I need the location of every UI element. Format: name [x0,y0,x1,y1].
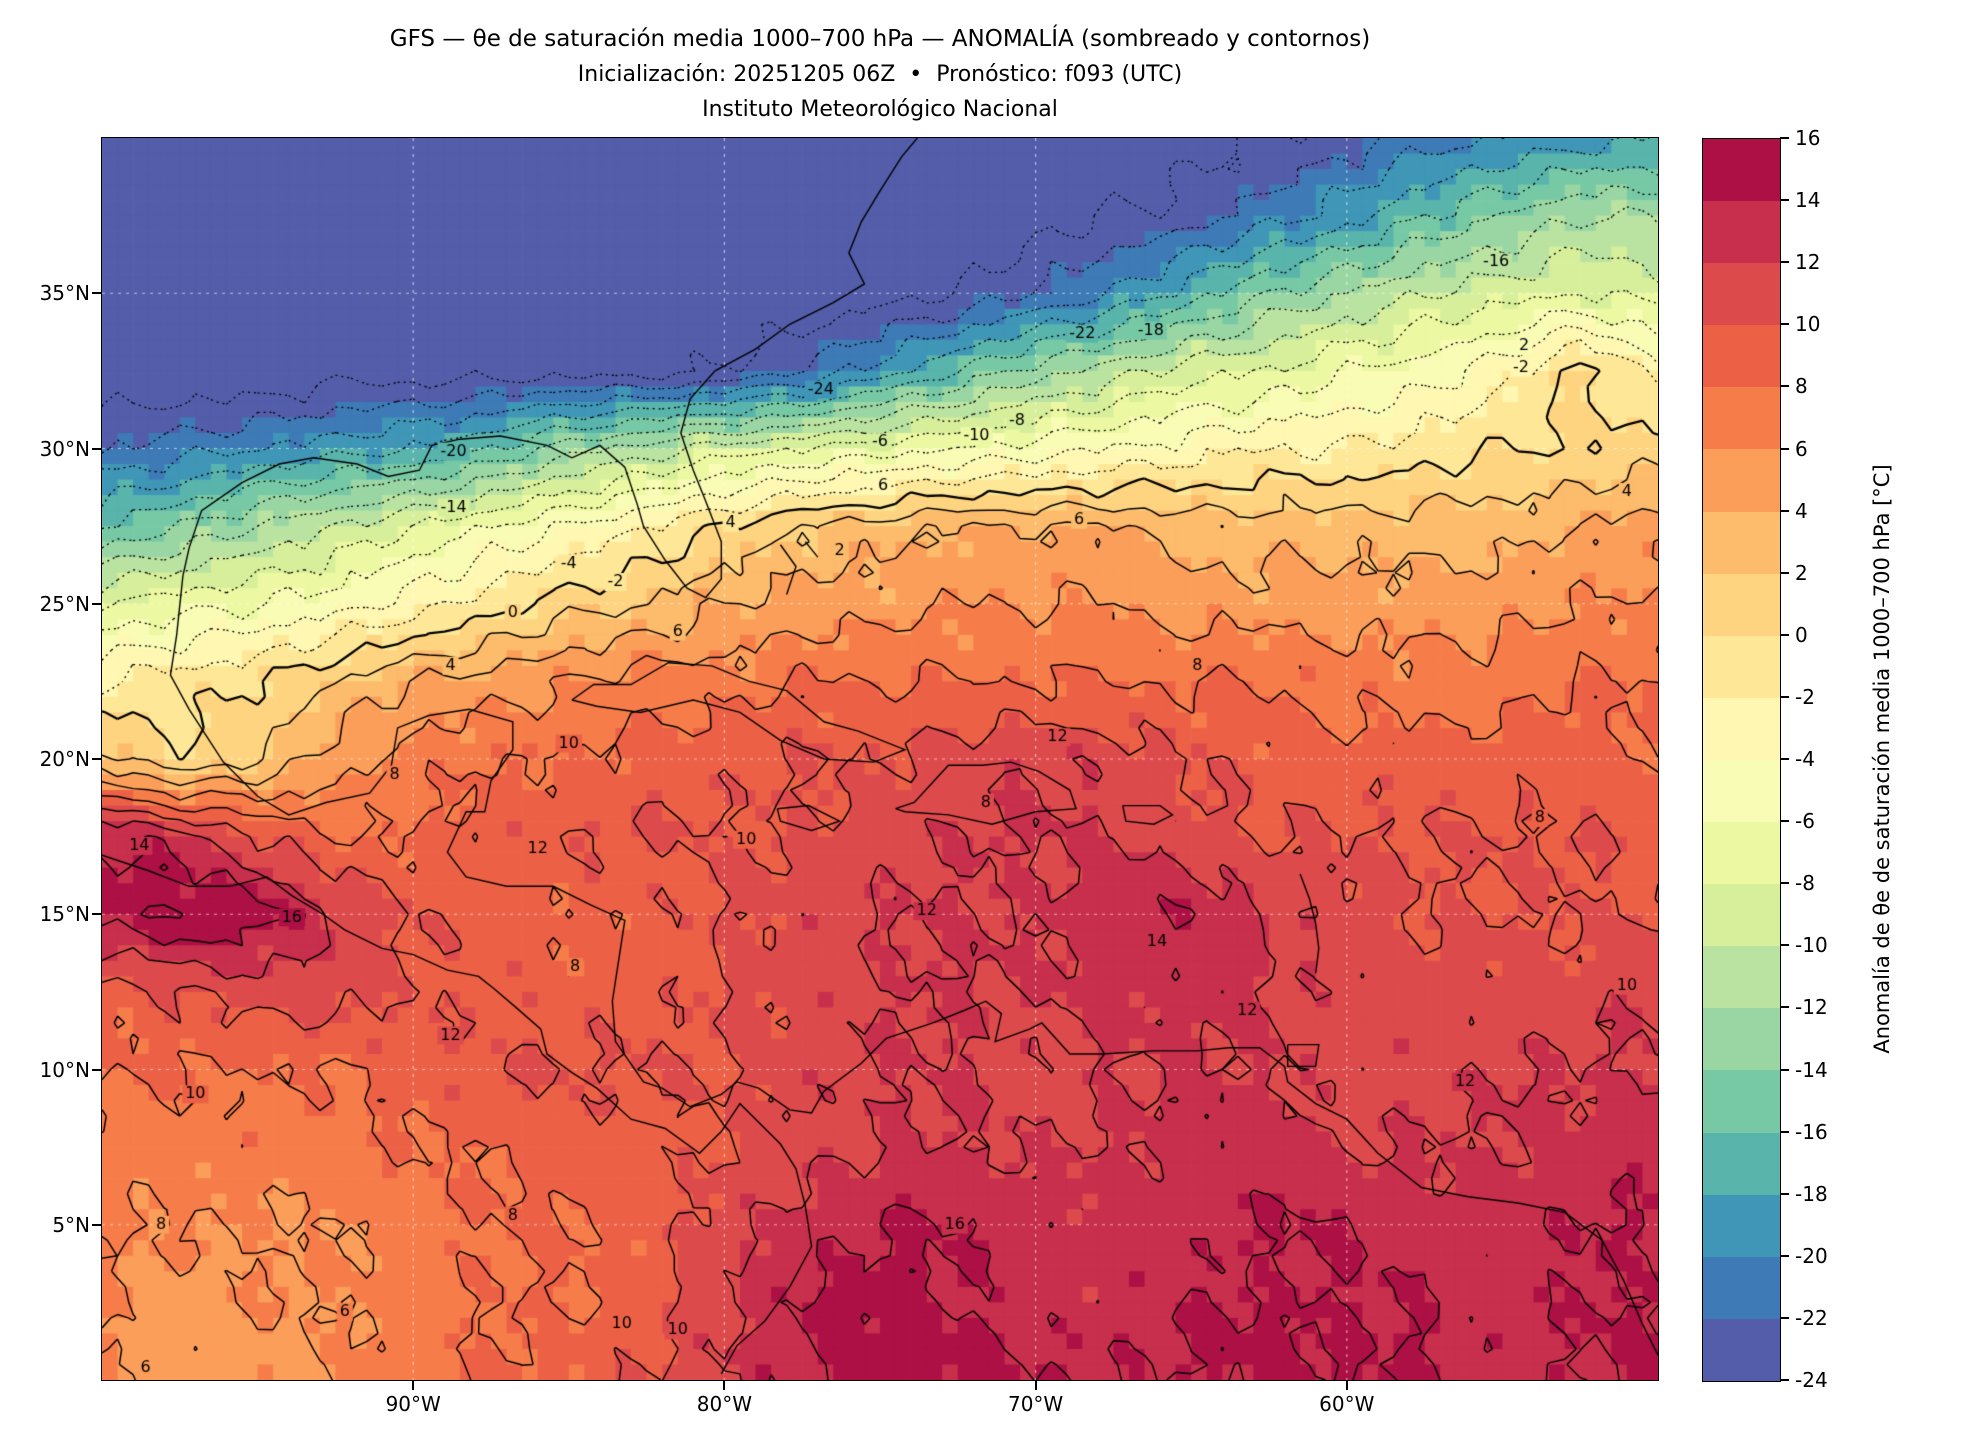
lon-tick-mark [1034,1380,1037,1390]
lat-tick-mark [92,447,102,450]
colorbar-segment [1703,511,1780,574]
colorbar-tick-label: -12 [1795,995,1828,1020]
colorbar-segment [1703,1132,1780,1195]
colorbar-segment [1703,946,1780,1009]
colorbar-tick-mark [1780,571,1789,574]
colorbar-tick-mark [1780,633,1789,636]
colorbar-tick-label: -10 [1795,933,1828,958]
colorbar-tick-mark [1780,385,1789,388]
colorbar-segment [1703,1318,1780,1381]
colorbar-segment [1703,139,1780,202]
colorbar-tick-label: 10 [1795,312,1821,337]
colorbar-segment [1703,263,1780,326]
colorbar-tick-label: -14 [1795,1057,1828,1082]
colorbar-segment [1703,697,1780,760]
colorbar-tick-mark [1780,199,1789,202]
page-title: GFS — θe de saturación media 1000–700 hP… [389,26,1371,52]
colorbar-tick-mark [1780,1254,1789,1257]
colorbar-segment [1703,1070,1780,1133]
colorbar-segment [1703,822,1780,885]
colorbar-tick-label: 6 [1795,436,1808,461]
colorbar-axis-label: Anomalía de θe de saturación media 1000–… [1870,464,1894,1054]
colorbar-tick-mark [1780,509,1789,512]
lon-tick-mark [723,1380,726,1390]
colorbar-tick-label: -4 [1795,747,1815,771]
colorbar-segment [1703,325,1780,388]
colorbar-segment [1703,573,1780,636]
colorbar-tick-label: -2 [1795,684,1815,709]
colorbar-tick-mark [1780,695,1789,698]
colorbar [1702,138,1781,1382]
colorbar-segment [1703,759,1780,823]
colorbar-tick-label: -22 [1795,1305,1828,1330]
colorbar-segment [1703,449,1780,512]
colorbar-tick-mark [1780,882,1789,885]
lat-tick-mark [92,1068,102,1071]
colorbar-segment [1703,1256,1780,1319]
colorbar-tick-label: -6 [1795,809,1815,834]
page-subtitle-institute: Instituto Meteorológico Nacional [702,97,1058,122]
page-subtitle-init-forecast: Inicialización: 20251205 06Z • Pronóstic… [577,62,1183,87]
colorbar-tick-label: 4 [1795,498,1808,523]
colorbar-tick-mark [1780,944,1789,947]
colorbar-tick-label: -18 [1795,1181,1828,1206]
lat-tick-mark [92,1223,102,1226]
colorbar-tick-label: 8 [1795,374,1808,399]
colorbar-tick-mark [1780,323,1789,326]
colorbar-tick-mark [1780,1006,1789,1009]
lon-tick-mark [412,1380,415,1390]
anomaly-map-canvas [102,138,1658,1380]
lon-tick-mark [1345,1380,1348,1390]
colorbar-tick-mark [1780,1068,1789,1071]
lat-tick-mark [92,292,102,295]
lon-tick-label: 90°W [385,1392,441,1416]
colorbar-segment [1703,201,1780,264]
colorbar-tick-mark [1780,137,1789,139]
lon-tick-label: 80°W [696,1392,752,1416]
colorbar-tick-label: -24 [1795,1368,1828,1392]
lat-tick-label: 5°N [52,1212,90,1237]
colorbar-tick-label: 14 [1795,188,1821,213]
colorbar-tick-label: -20 [1795,1243,1828,1268]
colorbar-tick-label: -16 [1795,1119,1828,1144]
lat-tick-label: 25°N [39,591,90,616]
lat-tick-mark [92,758,102,760]
colorbar-segment [1703,387,1780,450]
lat-tick-mark [92,913,102,916]
lat-tick-label: 20°N [39,747,90,771]
colorbar-tick-label: 0 [1795,622,1808,647]
colorbar-segment [1703,884,1780,947]
colorbar-tick-mark [1780,261,1789,264]
lon-tick-label: 70°W [1007,1392,1064,1416]
lat-tick-mark [92,602,102,605]
lat-tick-label: 35°N [39,281,90,306]
colorbar-tick-mark [1780,1379,1789,1381]
colorbar-tick-mark [1780,447,1789,450]
colorbar-tick-mark [1780,1130,1789,1133]
colorbar-tick-label: 12 [1795,250,1821,275]
colorbar-tick-mark [1780,820,1789,823]
colorbar-segment [1703,1194,1780,1257]
colorbar-tick-mark [1780,1192,1789,1195]
lat-tick-label: 30°N [39,436,90,461]
lat-tick-label: 10°N [39,1057,90,1082]
colorbar-tick-label: -8 [1795,871,1815,896]
colorbar-segment [1703,1008,1780,1071]
colorbar-segment [1703,635,1780,698]
colorbar-tick-mark [1780,758,1789,760]
colorbar-tick-label: 2 [1795,560,1808,585]
colorbar-tick-label: 16 [1795,126,1821,150]
lon-tick-label: 60°W [1319,1392,1375,1416]
lat-tick-label: 15°N [39,902,90,927]
colorbar-tick-mark [1780,1316,1789,1319]
